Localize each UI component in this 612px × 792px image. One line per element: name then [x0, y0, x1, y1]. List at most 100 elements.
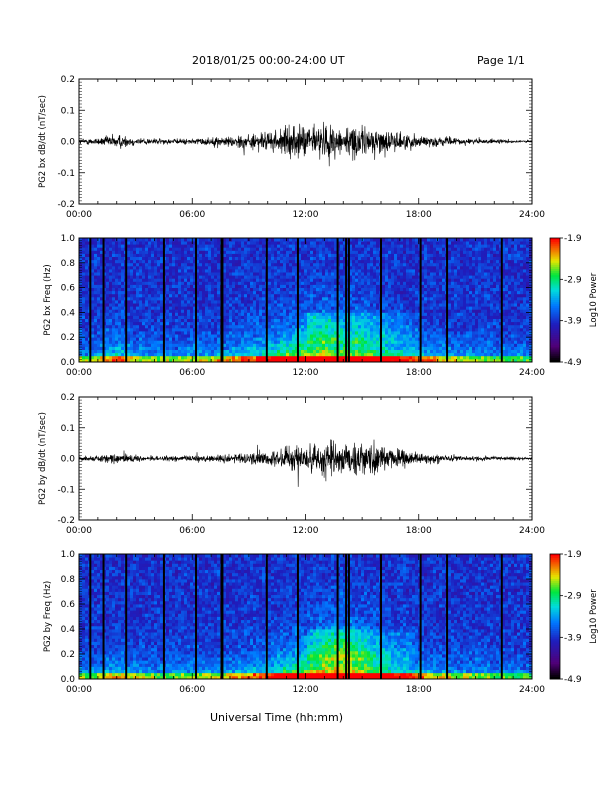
- spectrogram-cell: [157, 297, 160, 301]
- spectrogram-cell: [382, 300, 385, 304]
- spectrogram-cell: [394, 281, 397, 285]
- spectrogram-cell: [169, 312, 172, 316]
- spectrogram-cell: [106, 331, 109, 335]
- spectrogram-cell: [199, 275, 202, 279]
- spectrogram-cell: [199, 331, 202, 335]
- spectrogram-cell: [121, 254, 124, 258]
- spectrogram-cell: [106, 285, 109, 289]
- spectrogram-cell: [436, 316, 439, 320]
- spectrogram-cell: [271, 266, 274, 270]
- spectrogram-cell: [160, 263, 163, 267]
- spectrogram-cell: [250, 303, 253, 307]
- spectrogram-cell: [151, 281, 154, 285]
- spectrogram-cell: [424, 322, 427, 326]
- spectrogram-cell: [382, 244, 385, 248]
- spectrogram-cell: [208, 244, 211, 248]
- spectrogram-cell: [292, 356, 295, 360]
- spectrogram-cell: [133, 272, 136, 276]
- spectrogram-cell: [232, 241, 235, 245]
- spectrogram-cell: [223, 300, 226, 304]
- spectrogram-cell: [244, 297, 247, 301]
- spectrogram-cell: [388, 309, 391, 313]
- spectrogram-cell: [142, 247, 145, 251]
- spectrogram-cell: [142, 337, 145, 341]
- spectrogram-cell: [424, 288, 427, 292]
- spectrogram-cell: [376, 306, 379, 310]
- spectrogram-cell: [355, 328, 358, 332]
- spectrogram-cell: [229, 269, 232, 273]
- spectrogram-cell: [211, 281, 214, 285]
- spectrogram-cell: [328, 250, 331, 254]
- spectrogram-cell: [247, 350, 250, 354]
- spectrogram-cell: [316, 325, 319, 329]
- spectrogram-cell: [187, 350, 190, 354]
- spectrogram-cell: [274, 334, 277, 338]
- spectrogram-cell: [130, 322, 133, 326]
- spectrogram-cell: [358, 269, 361, 273]
- spectrogram-cell: [439, 340, 442, 344]
- spectrogram-cell: [358, 263, 361, 267]
- spectrogram-cell: [91, 300, 94, 304]
- spectrogram-cell: [316, 247, 319, 251]
- spectrogram-cell: [394, 238, 397, 242]
- spectrogram-cell: [118, 257, 121, 261]
- spectrogram-cell: [340, 300, 343, 304]
- spectrogram-cell: [118, 343, 121, 347]
- spectrogram-cell: [304, 250, 307, 254]
- spectrogram-cell: [274, 269, 277, 273]
- spectrogram-cell: [205, 334, 208, 338]
- spectrogram-cell: [205, 260, 208, 264]
- spectrogram-cell: [289, 303, 292, 307]
- spectrogram-cell: [256, 275, 259, 279]
- spectrogram-cell: [283, 356, 286, 360]
- spectrogram-cell: [82, 281, 85, 285]
- spectrogram-cell: [415, 303, 418, 307]
- spectrogram-cell: [439, 334, 442, 338]
- spectrogram-cell: [121, 238, 124, 242]
- spectrogram-cell: [94, 260, 97, 264]
- spectrogram-cell: [178, 285, 181, 289]
- spectrogram-cell: [268, 266, 271, 270]
- spectrogram-cell: [388, 303, 391, 307]
- spectrogram-cell: [142, 303, 145, 307]
- spectrogram-cell: [247, 343, 250, 347]
- spectrogram-cell: [190, 260, 193, 264]
- spectrogram-cell: [367, 294, 370, 298]
- spectrogram-cell: [112, 272, 115, 276]
- spectrogram-cell: [358, 331, 361, 335]
- spectrogram-cell: [91, 250, 94, 254]
- spectrogram-cell: [235, 309, 238, 313]
- spectrogram-cell: [205, 275, 208, 279]
- spectrogram-cell: [382, 297, 385, 301]
- spectrogram-cell: [85, 278, 88, 282]
- spectrogram-cell: [199, 353, 202, 357]
- spectrogram-cell: [277, 281, 280, 285]
- spectrogram-cell: [172, 294, 175, 298]
- spectrogram-cell: [439, 278, 442, 282]
- spectrogram-cell: [205, 356, 208, 360]
- spectrogram-cell: [199, 263, 202, 267]
- spectrogram-cell: [325, 257, 328, 261]
- spectrogram-cell: [376, 316, 379, 320]
- spectrogram-cell: [358, 297, 361, 301]
- spectrogram-cell: [256, 241, 259, 245]
- spectrogram-cell: [301, 294, 304, 298]
- spectrogram-cell: [403, 278, 406, 282]
- spectrogram-cell: [430, 297, 433, 301]
- spectrogram-cell: [367, 353, 370, 357]
- spectrogram-cell: [280, 291, 283, 295]
- spectrogram-cell: [232, 278, 235, 282]
- spectrogram-cell: [262, 331, 265, 335]
- spectrogram-cell: [229, 328, 232, 332]
- spectrogram-cell: [433, 294, 436, 298]
- spectrogram-cell: [253, 269, 256, 273]
- spectrogram-cell: [247, 322, 250, 326]
- spectrogram-cell: [331, 322, 334, 326]
- spectrogram-cell: [109, 288, 112, 292]
- spectrogram-cell: [91, 331, 94, 335]
- spectrogram-cell: [436, 347, 439, 351]
- spectrogram-cell: [253, 285, 256, 289]
- spectrogram-cell: [412, 266, 415, 270]
- spectrogram-cell: [175, 347, 178, 351]
- spectrogram-cell: [169, 300, 172, 304]
